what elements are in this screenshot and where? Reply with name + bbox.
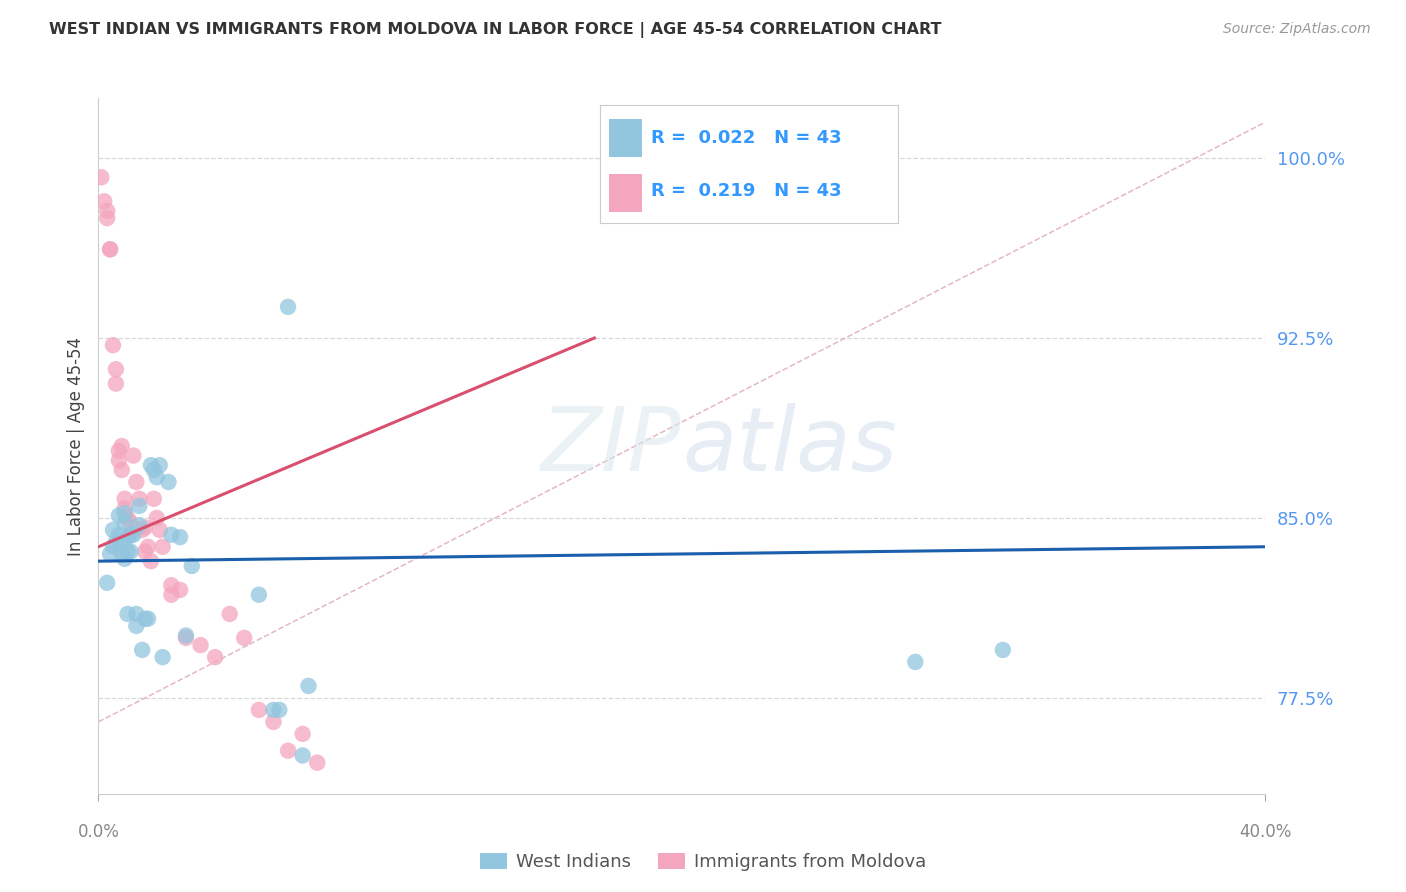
Point (108, 453, 131, 467)
Text: ZIP: ZIP (541, 403, 682, 489)
Y-axis label: In Labor Force | Age 45-54: In Labor Force | Age 45-54 (66, 336, 84, 556)
Text: 40.0%: 40.0% (1239, 822, 1292, 840)
Point (114, 506, 136, 520)
Point (291, 748, 314, 763)
Point (131, 523, 153, 537)
Text: R =  0.219   N = 43: R = 0.219 N = 43 (651, 183, 841, 201)
Point (152, 540, 174, 554)
Point (169, 582, 191, 597)
Point (169, 530, 191, 544)
Point (108, 528, 131, 542)
Point (122, 528, 145, 542)
Point (247, 588, 270, 602)
Point (114, 491, 136, 506)
Point (142, 491, 165, 506)
Point (108, 443, 131, 458)
Point (218, 607, 240, 621)
Point (139, 554, 162, 568)
Point (139, 458, 162, 473)
Point (991, 643, 1014, 657)
Point (128, 518, 150, 533)
Point (134, 612, 156, 626)
Point (152, 650, 174, 665)
Point (247, 703, 270, 717)
Point (98, 547, 121, 561)
Point (262, 703, 284, 717)
Point (146, 470, 169, 484)
Point (160, 528, 183, 542)
Point (174, 628, 197, 642)
Point (104, 535, 127, 549)
Point (160, 588, 183, 602)
Point (125, 607, 148, 621)
Text: Source: ZipAtlas.com: Source: ZipAtlas.com (1223, 22, 1371, 37)
Point (111, 439, 134, 453)
Point (142, 463, 165, 477)
Point (90, 170, 112, 185)
Text: 0.0%: 0.0% (77, 822, 120, 840)
Point (122, 449, 145, 463)
Point (904, 655, 927, 669)
Point (108, 508, 131, 523)
Point (117, 530, 139, 544)
Text: R =  0.022   N = 43: R = 0.022 N = 43 (651, 129, 841, 147)
Point (101, 540, 124, 554)
Point (204, 650, 226, 665)
Point (128, 499, 150, 513)
Point (120, 528, 142, 542)
Point (233, 631, 256, 645)
Point (125, 475, 148, 489)
FancyBboxPatch shape (609, 120, 643, 157)
Point (146, 511, 169, 525)
Point (136, 612, 159, 626)
Point (93, 194, 115, 209)
Point (114, 516, 136, 530)
Point (120, 544, 142, 558)
Point (262, 714, 284, 729)
Point (190, 638, 212, 652)
Text: atlas: atlas (682, 403, 897, 489)
Point (114, 551, 136, 566)
Point (96, 211, 118, 225)
Point (117, 607, 139, 621)
Point (180, 558, 202, 573)
Legend: West Indians, Immigrants from Moldova: West Indians, Immigrants from Moldova (472, 846, 934, 879)
Point (277, 300, 299, 314)
Point (114, 501, 136, 516)
Point (134, 544, 156, 558)
Point (125, 619, 148, 633)
Point (120, 528, 142, 542)
Point (174, 631, 197, 645)
Point (160, 578, 183, 592)
Point (149, 523, 172, 537)
Point (131, 643, 153, 657)
Point (104, 362, 127, 376)
Point (117, 511, 139, 525)
Point (136, 540, 159, 554)
Point (111, 547, 134, 561)
Point (111, 535, 134, 549)
Point (101, 338, 124, 352)
Point (96, 203, 118, 218)
Point (269, 703, 291, 717)
FancyBboxPatch shape (609, 174, 643, 211)
Point (117, 544, 139, 558)
Point (297, 679, 319, 693)
Point (277, 744, 299, 758)
Point (128, 491, 150, 506)
Point (104, 376, 127, 391)
Point (98, 242, 121, 256)
Point (149, 458, 172, 473)
Point (96, 575, 118, 590)
Point (111, 463, 134, 477)
Point (307, 756, 329, 770)
Text: WEST INDIAN VS IMMIGRANTS FROM MOLDOVA IN LABOR FORCE | AGE 45-54 CORRELATION CH: WEST INDIAN VS IMMIGRANTS FROM MOLDOVA I… (49, 22, 942, 38)
Point (101, 523, 124, 537)
Point (134, 520, 156, 534)
Point (291, 727, 314, 741)
Point (157, 475, 180, 489)
Point (98, 242, 121, 256)
Point (120, 516, 142, 530)
